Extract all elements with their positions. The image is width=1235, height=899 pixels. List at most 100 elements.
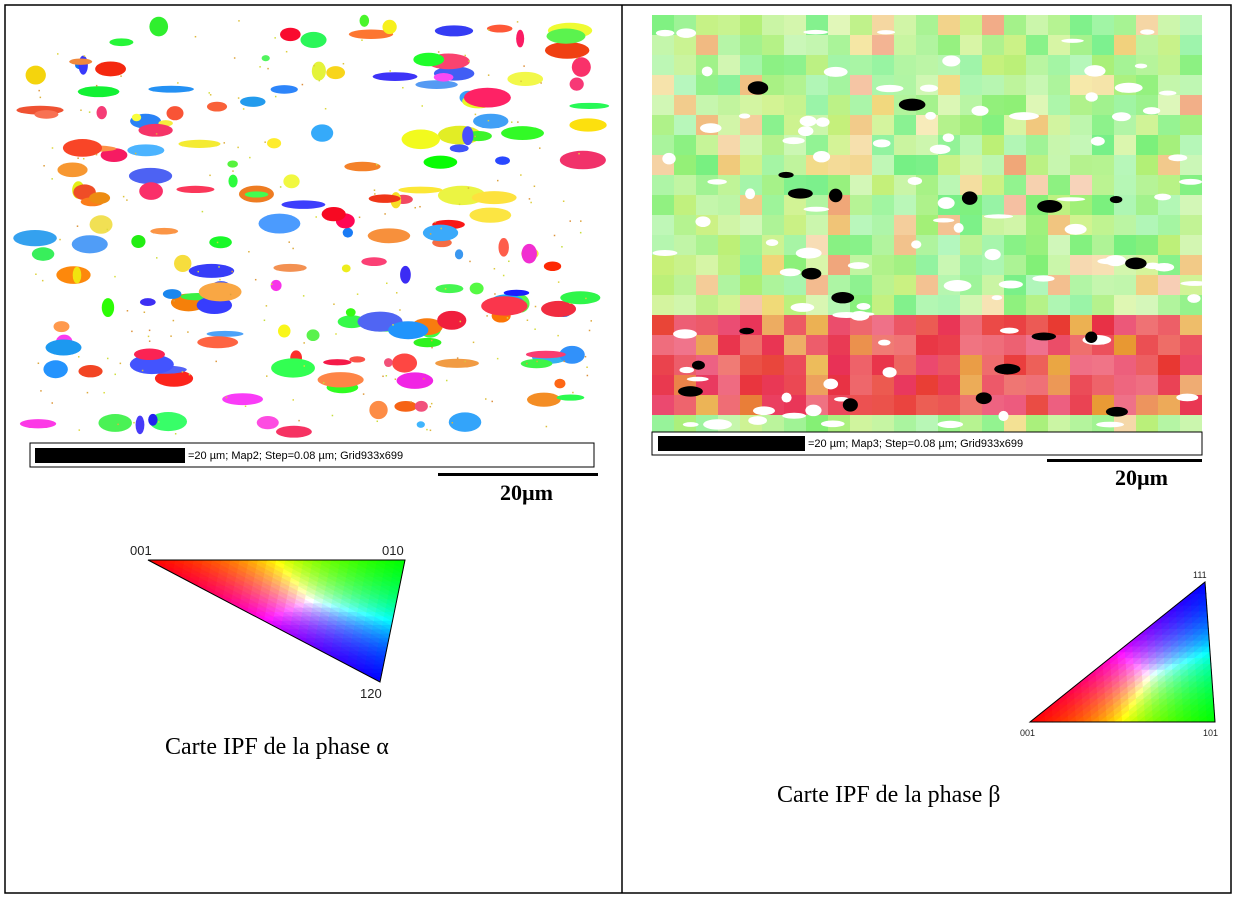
grain [270,279,282,292]
alpha-lath [971,105,989,116]
grain [652,315,674,335]
grain [1092,235,1114,255]
grain [367,228,411,244]
grain [388,321,429,340]
speck [43,165,45,167]
grain [894,235,916,255]
speck [274,37,276,39]
grain [188,263,235,278]
grain [1004,255,1026,275]
grain [1180,335,1202,355]
grain [806,415,828,432]
grain [740,235,762,255]
alpha-lath [1009,112,1039,121]
grain [960,375,982,395]
grain [674,55,696,75]
grain [1004,195,1026,215]
speck [534,305,537,308]
grain [762,315,784,335]
grain [696,55,718,75]
grain [311,124,334,142]
grain [162,289,182,299]
speck [358,216,361,219]
grain [1180,195,1202,215]
grain [674,295,696,315]
grain [784,355,806,375]
grain [718,55,740,75]
grain [850,215,872,235]
grain [872,115,894,135]
speck [528,198,531,200]
grain [1026,55,1048,75]
unindexed [691,360,705,370]
grain [206,101,228,112]
grain [1026,375,1048,395]
grain [740,95,762,115]
alpha-lath [816,117,830,127]
caption: Carte IPF de la phase α [165,734,389,760]
grain [1026,95,1048,115]
grain [501,126,544,141]
grain [1004,335,1026,355]
grain [718,355,740,375]
grain [828,135,850,155]
grain [828,275,850,295]
alpha-lath [799,115,817,127]
grain [1048,275,1070,295]
grain [674,115,696,135]
grain [762,55,784,75]
grain [652,335,674,355]
grain [1136,395,1158,415]
speck [39,96,42,99]
grain [718,275,740,295]
grain [982,375,1004,395]
grain [1180,35,1202,55]
grain [828,215,850,235]
alpha-lath [984,248,1001,261]
grain [938,295,960,315]
grain [368,194,401,203]
grain [1004,155,1026,175]
speck [83,55,86,57]
grain [150,227,179,235]
grain [283,174,300,189]
speck [106,357,109,360]
grain [960,335,982,355]
grain [1114,315,1136,335]
grain [1136,375,1158,395]
grain [1048,15,1070,35]
alpha-lath [1134,63,1148,69]
grain [938,155,960,175]
grain [543,261,562,272]
grain [806,95,828,115]
alpha-lath [1176,393,1199,402]
grain [894,275,916,295]
grain [1158,15,1180,35]
grain [872,415,894,432]
grain [527,392,561,407]
grain [1070,75,1092,95]
grain [938,235,960,255]
grain [1026,235,1048,255]
grain [916,15,938,35]
grain [718,115,740,135]
speck [40,390,42,392]
speck [78,429,81,431]
grain [696,315,718,335]
speck [467,187,470,189]
speck [468,60,470,62]
grain [1180,15,1202,35]
unindexed [1105,406,1128,417]
unindexed [778,171,794,179]
grain [71,235,108,254]
ipf-outline [1028,581,1216,723]
grain [1070,255,1092,275]
grain [398,186,443,194]
speck [431,346,433,349]
grain [938,355,960,375]
grain [454,249,464,260]
grain [740,335,762,355]
grain [762,215,784,235]
grain [31,247,55,261]
speck [399,309,401,311]
